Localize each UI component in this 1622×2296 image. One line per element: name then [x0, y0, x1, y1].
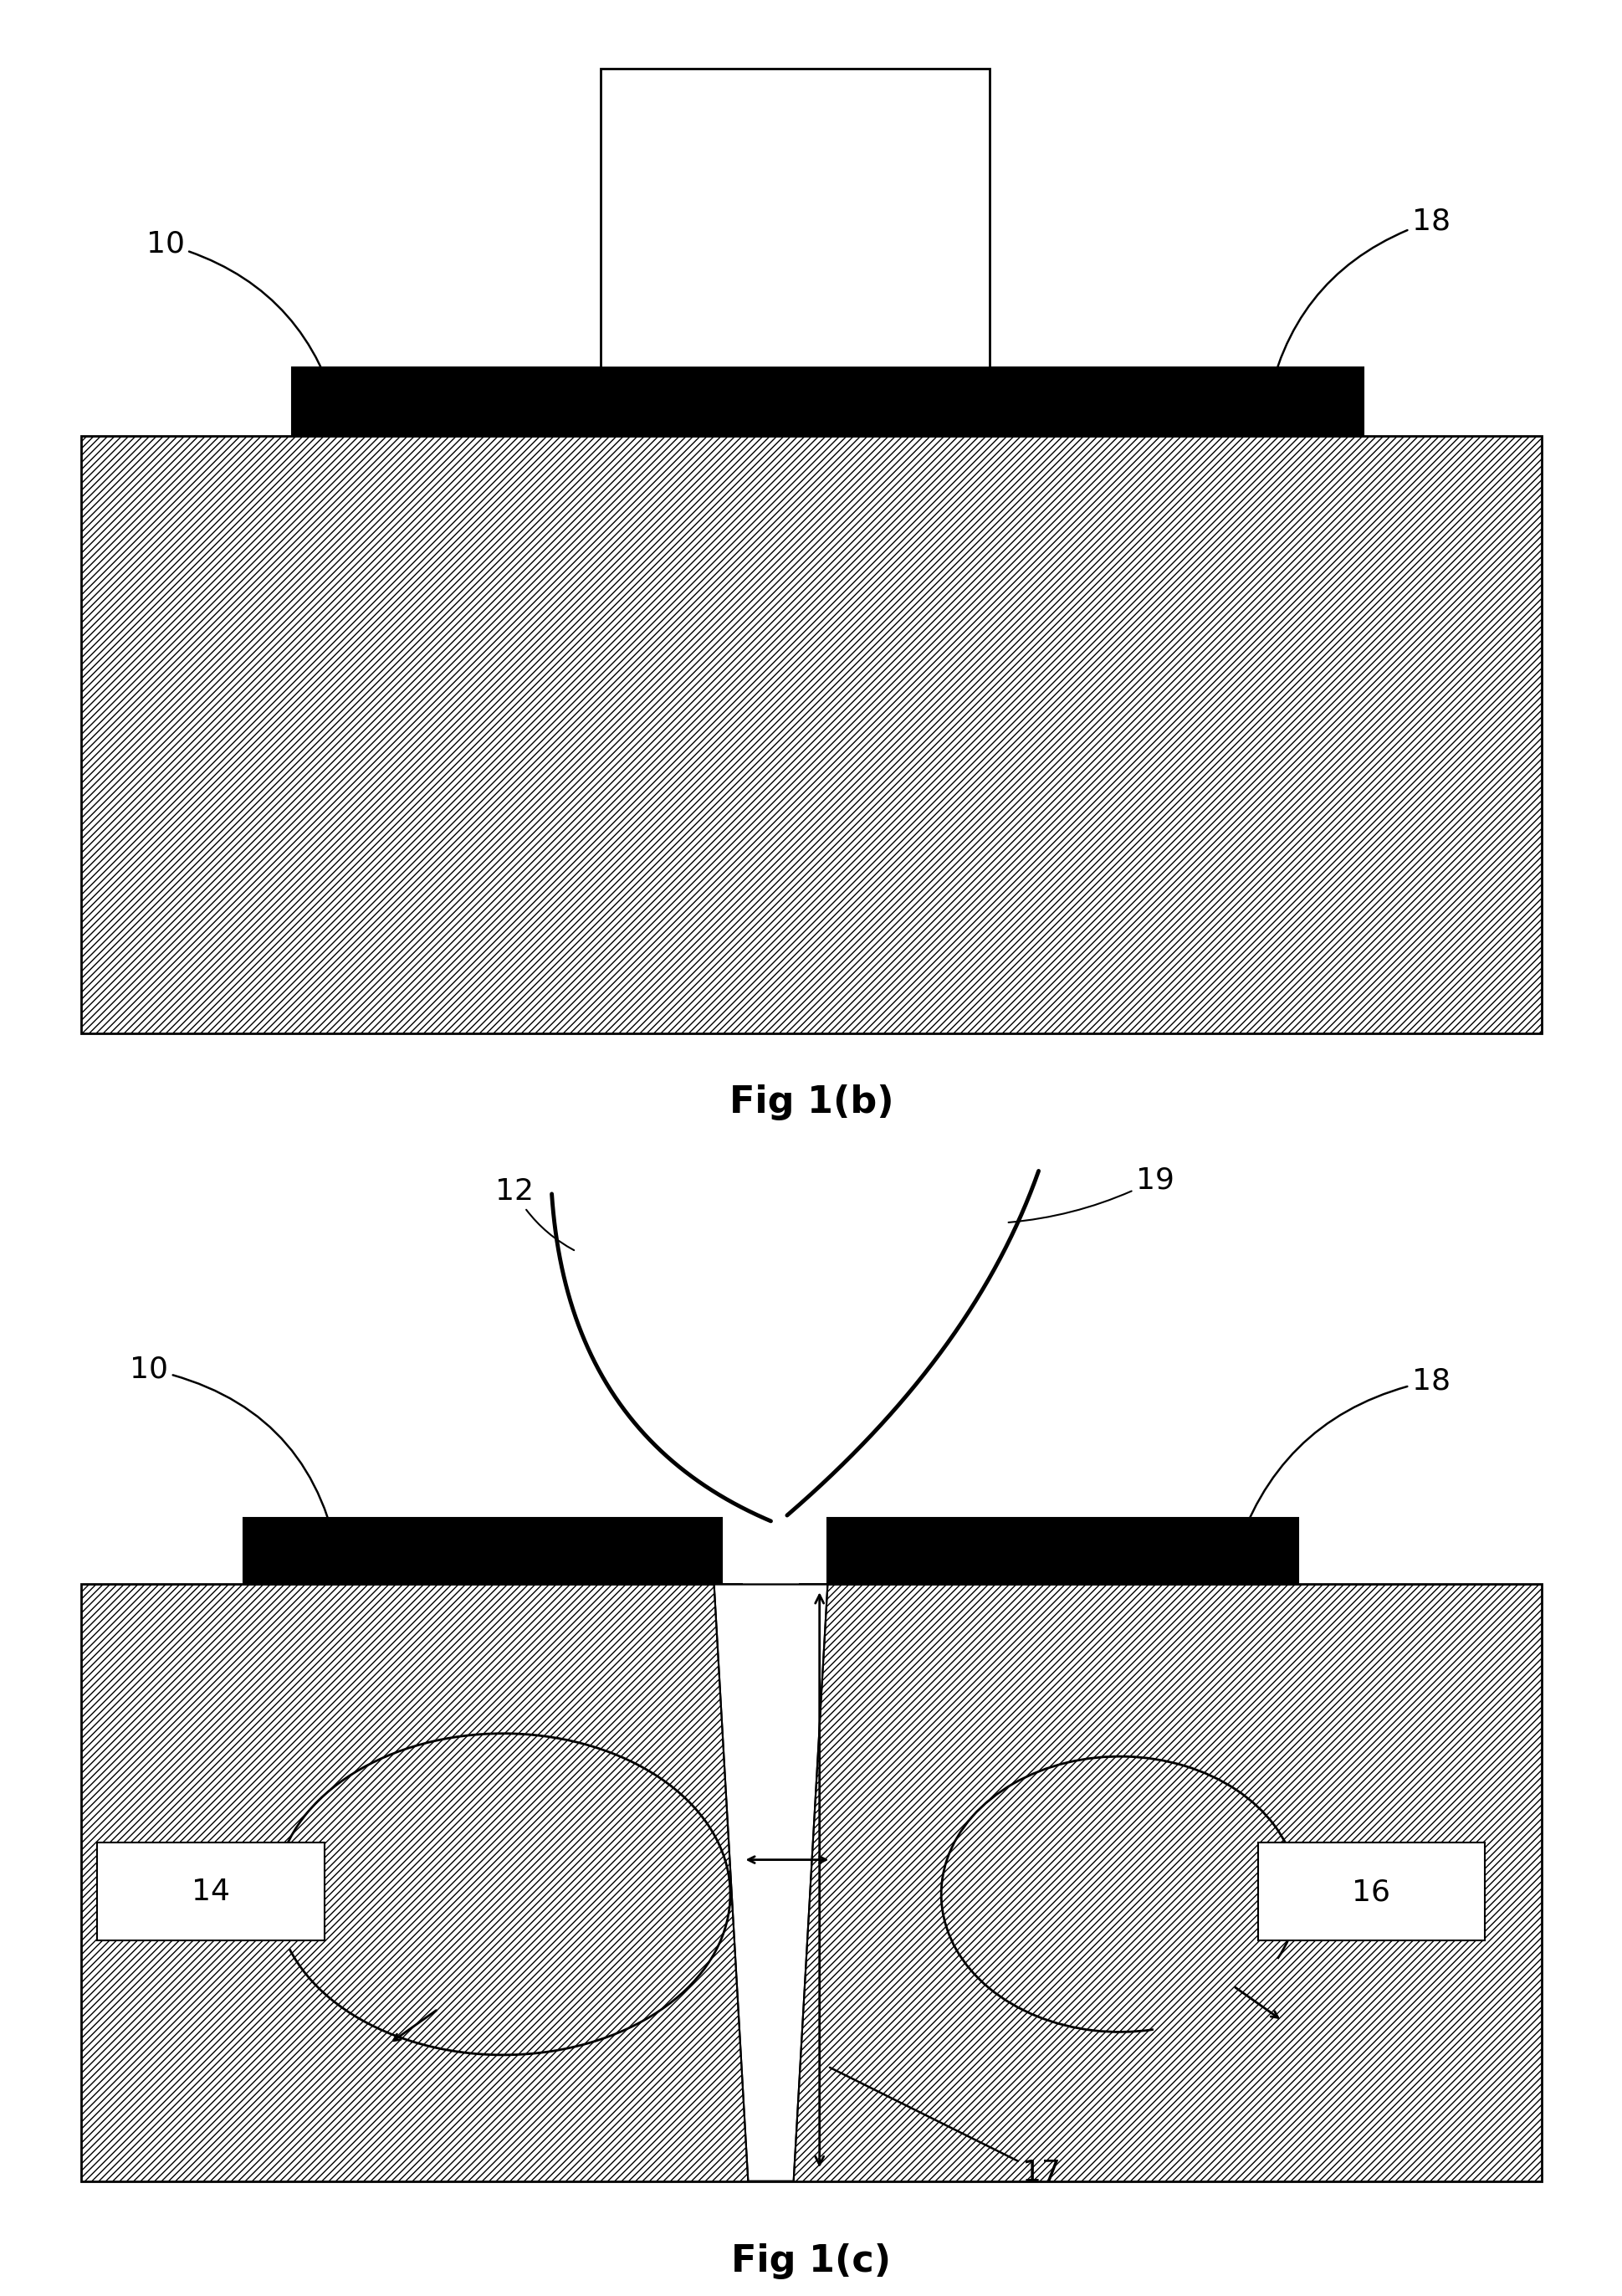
Polygon shape: [743, 1527, 798, 1584]
Text: Fig 1(c): Fig 1(c): [732, 2243, 890, 2280]
Text: Fig 1(b): Fig 1(b): [728, 1084, 894, 1120]
Text: 18: 18: [1265, 207, 1450, 411]
Text: 14: 14: [191, 1878, 230, 1906]
Text: 16: 16: [1351, 1878, 1390, 1906]
Text: 18: 18: [1233, 1366, 1450, 1559]
Polygon shape: [714, 1584, 827, 2181]
FancyBboxPatch shape: [97, 1841, 324, 1940]
Bar: [81, 1584, 1541, 2181]
Text: 10: 10: [130, 1355, 341, 1570]
Text: 10: 10: [146, 230, 341, 422]
Bar: [81, 436, 1541, 1033]
FancyBboxPatch shape: [1257, 1841, 1484, 1940]
Text: 19: 19: [1007, 1166, 1174, 1221]
Bar: [243, 1518, 722, 1584]
Bar: [292, 367, 1362, 436]
Text: 17: 17: [829, 2066, 1061, 2188]
Bar: [827, 1518, 1298, 1584]
Text: 12: 12: [495, 1178, 574, 1251]
Bar: [600, 69, 989, 367]
